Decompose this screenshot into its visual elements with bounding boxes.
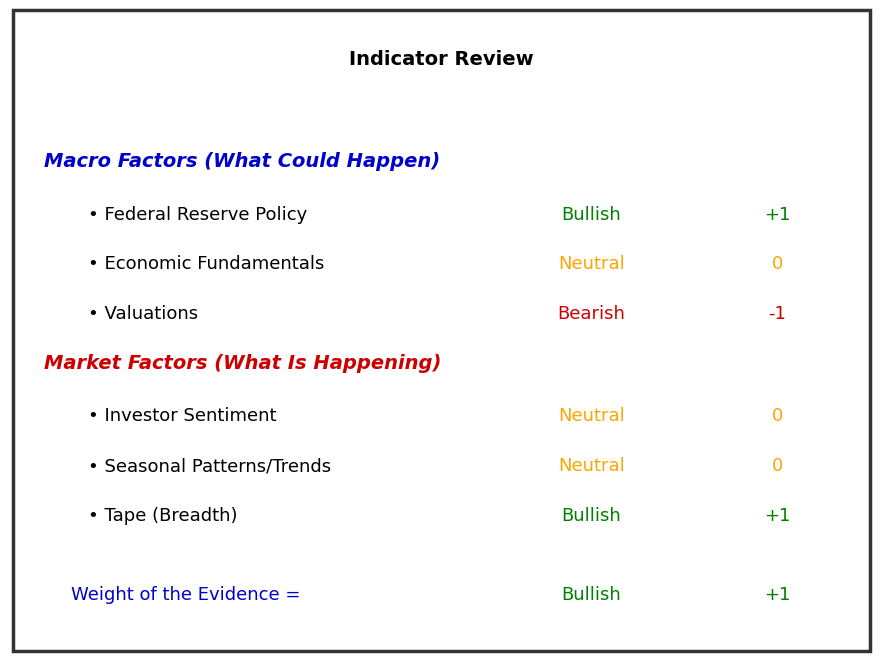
Text: • Tape (Breadth): • Tape (Breadth) <box>88 506 238 525</box>
Text: • Federal Reserve Policy: • Federal Reserve Policy <box>88 206 307 224</box>
Text: 0: 0 <box>772 407 782 426</box>
Text: • Economic Fundamentals: • Economic Fundamentals <box>88 255 325 274</box>
Text: Bullish: Bullish <box>562 506 622 525</box>
Text: 0: 0 <box>772 457 782 475</box>
Text: 0: 0 <box>772 255 782 274</box>
Text: Indicator Review: Indicator Review <box>349 50 534 69</box>
Text: Bearish: Bearish <box>558 305 625 323</box>
Text: • Valuations: • Valuations <box>88 305 199 323</box>
FancyBboxPatch shape <box>13 10 870 651</box>
Text: Bullish: Bullish <box>562 206 622 224</box>
Text: +1: +1 <box>764 206 790 224</box>
Text: Bullish: Bullish <box>562 586 622 604</box>
Text: Neutral: Neutral <box>558 255 625 274</box>
Text: -1: -1 <box>768 305 786 323</box>
Text: Neutral: Neutral <box>558 407 625 426</box>
Text: • Seasonal Patterns/Trends: • Seasonal Patterns/Trends <box>88 457 331 475</box>
Text: Neutral: Neutral <box>558 457 625 475</box>
Text: • Investor Sentiment: • Investor Sentiment <box>88 407 276 426</box>
Text: Market Factors (What Is Happening): Market Factors (What Is Happening) <box>44 354 442 373</box>
Text: +1: +1 <box>764 506 790 525</box>
Text: Weight of the Evidence =: Weight of the Evidence = <box>71 586 300 604</box>
Text: +1: +1 <box>764 586 790 604</box>
Text: Macro Factors (What Could Happen): Macro Factors (What Could Happen) <box>44 153 441 171</box>
